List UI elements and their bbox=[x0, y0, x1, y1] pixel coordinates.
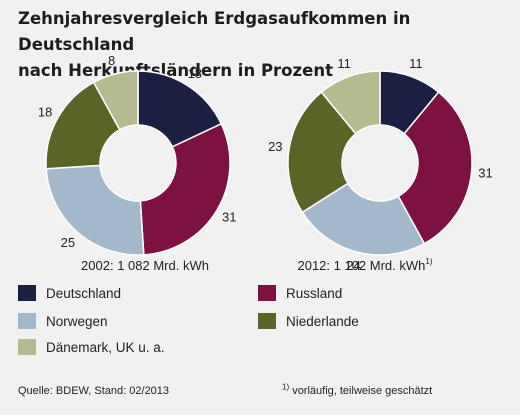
legend-item-norwegen: Norwegen bbox=[18, 313, 108, 329]
donut-slice-norwegen bbox=[45, 164, 145, 256]
legend-swatch-norwegen bbox=[18, 313, 36, 329]
chart-title-line-2: nach Herkunftsländern in Prozent bbox=[18, 61, 333, 80]
legend-item-russland: Russland bbox=[258, 285, 342, 301]
footnote-mark: 1) bbox=[282, 382, 290, 392]
donut-slice-daenemark-uk-u-a bbox=[320, 70, 381, 135]
legend-item-niederlande: Niederlande bbox=[258, 313, 359, 329]
chart-caption: 2002: 1 082 Mrd. kWh bbox=[81, 258, 209, 273]
caption-footnote-mark: 1) bbox=[425, 257, 432, 266]
legend-label-daenemark-uk: Dänemark, UK u. a. bbox=[46, 339, 165, 355]
footnote: 1) vorläufig, teilweise geschätzt bbox=[282, 382, 433, 397]
slice-value-niederlande: 23 bbox=[268, 139, 282, 154]
slice-value-norwegen: 25 bbox=[61, 235, 75, 250]
donut-chart-2: 11 31 24 23 11 2012: 1 102 Mrd. kWh1) bbox=[268, 56, 493, 273]
legend-item-daenemark-uk: Dänemark, UK u. a. bbox=[18, 339, 165, 355]
donut-slice-niederlande bbox=[287, 91, 357, 214]
slice-value-deutschland: 11 bbox=[409, 56, 423, 71]
legend-label-russland: Russland bbox=[286, 285, 343, 301]
legend-swatch-daenemark-uk bbox=[18, 339, 36, 355]
legend-swatch-russland bbox=[258, 285, 276, 301]
source-note: Quelle: BDEW, Stand: 02/2013 bbox=[18, 385, 169, 397]
chart-title: Zehnjahresvergleich Erdgasaufkommen in D… bbox=[18, 6, 508, 84]
slice-value-daenemark-uk-u-a: 11 bbox=[337, 56, 351, 71]
donut-slice-norwegen bbox=[301, 182, 426, 256]
legend-item-deutschland: Deutschland bbox=[18, 285, 121, 301]
chart-title-line-1: Zehnjahresvergleich Erdgasaufkommen in D… bbox=[18, 9, 411, 54]
slice-value-deutschland: 18 bbox=[188, 66, 202, 81]
donut-slice-daenemark-uk-u-a bbox=[92, 70, 139, 131]
legend-label-deutschland: Deutschland bbox=[46, 285, 122, 301]
source-text: Quelle: BDEW, Stand: 02/2013 bbox=[18, 385, 170, 397]
donut-slice-russland bbox=[397, 91, 473, 245]
slice-value-russland: 31 bbox=[478, 165, 492, 180]
slice-value-norwegen: 24 bbox=[346, 258, 360, 273]
donut-slice-niederlande bbox=[45, 81, 121, 170]
slice-value-daenemark-uk-u-a: 8 bbox=[108, 53, 115, 68]
legend: Deutschland Russland Norwegen Niederland… bbox=[18, 285, 518, 365]
footnote-text: vorläufig, teilweise geschätzt bbox=[292, 385, 433, 397]
donut-slice-deutschland bbox=[137, 70, 223, 148]
donut-chart-1: 18 31 25 18 8 2002: 1 082 Mrd. kWh bbox=[38, 53, 237, 273]
legend-swatch-niederlande bbox=[258, 313, 276, 329]
legend-label-niederlande: Niederlande bbox=[286, 313, 359, 329]
chart-caption: 2012: 1 102 Mrd. kWh1) bbox=[297, 257, 432, 273]
legend-label-norwegen: Norwegen bbox=[46, 313, 108, 329]
slice-value-niederlande: 18 bbox=[38, 104, 52, 119]
legend-swatch-deutschland bbox=[18, 285, 36, 301]
slice-value-russland: 31 bbox=[222, 209, 236, 224]
donut-slice-russland bbox=[139, 122, 231, 256]
